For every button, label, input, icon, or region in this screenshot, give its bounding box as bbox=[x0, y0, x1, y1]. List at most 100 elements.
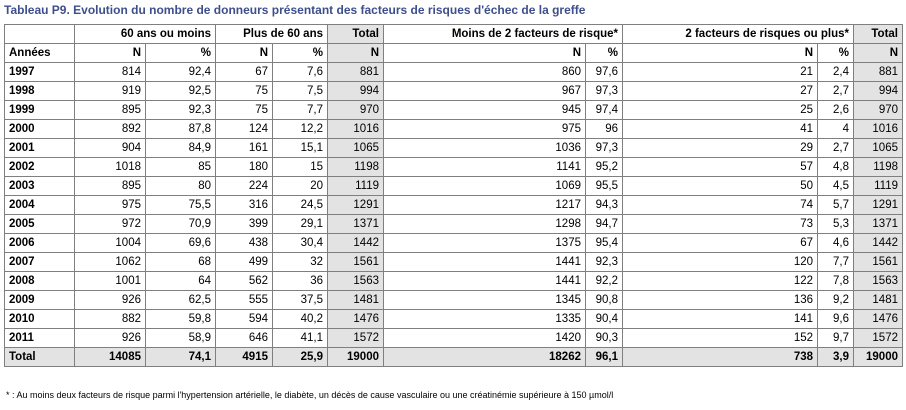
table-row: 2006 1004 69,6 438 30,4 1442 1375 95,4 67 4,6 1442 bbox=[4, 233, 903, 253]
value-cell: 37,5 bbox=[272, 290, 328, 310]
corner-cell bbox=[4, 24, 75, 44]
value-cell: 5,3 bbox=[817, 214, 854, 234]
value-cell: 97,3 bbox=[585, 81, 623, 101]
value-cell: 4915 bbox=[215, 347, 273, 367]
value-cell: 64 bbox=[145, 271, 216, 291]
sub-header: % bbox=[585, 43, 623, 63]
year-cell: 2003 bbox=[4, 176, 75, 196]
table-body: 1997 814 92,4 67 7,6 881 860 97,6 21 2,4 881 1998 91… bbox=[4, 62, 903, 367]
group-header-total-age: Total bbox=[327, 24, 384, 44]
value-cell: 20 bbox=[272, 176, 328, 196]
value-cell: 972 bbox=[74, 214, 146, 234]
value-cell: 1069 bbox=[383, 176, 586, 196]
value-cell: 29,1 bbox=[272, 214, 328, 234]
value-cell: 57 bbox=[622, 157, 818, 177]
value-cell: 92,5 bbox=[145, 81, 216, 101]
value-cell: 1442 bbox=[853, 233, 903, 253]
value-cell: 180 bbox=[215, 157, 273, 177]
sub-header: N bbox=[622, 43, 818, 63]
value-cell: 92,3 bbox=[585, 252, 623, 272]
value-cell: 1141 bbox=[383, 157, 586, 177]
value-cell: 4,5 bbox=[817, 176, 854, 196]
value-cell: 141 bbox=[622, 309, 818, 329]
value-cell: 92,4 bbox=[145, 62, 216, 82]
table-row: 2001 904 84,9 161 15,1 1065 1036 97,3 29 2,7 1065 bbox=[4, 138, 903, 158]
value-cell: 895 bbox=[74, 100, 146, 120]
value-cell: 62,5 bbox=[145, 290, 216, 310]
value-cell: 738 bbox=[622, 347, 818, 367]
value-cell: 1217 bbox=[383, 195, 586, 215]
value-cell: 67 bbox=[215, 62, 273, 82]
value-cell: 69,6 bbox=[145, 233, 216, 253]
value-cell: 1420 bbox=[383, 328, 586, 348]
value-cell: 96 bbox=[585, 119, 623, 139]
value-cell: 12,2 bbox=[272, 119, 328, 139]
value-cell: 1065 bbox=[327, 138, 384, 158]
value-cell: 9,6 bbox=[817, 309, 854, 329]
sub-header: N bbox=[215, 43, 273, 63]
value-cell: 59,8 bbox=[145, 309, 216, 329]
value-cell: 975 bbox=[383, 119, 586, 139]
table-row: 2003 895 80 224 20 1119 1069 95,5 50 4,5 1119 bbox=[4, 176, 903, 196]
table-row: 1999 895 92,3 75 7,7 970 945 97,4 25 2,6 970 bbox=[4, 100, 903, 120]
value-cell: 96,1 bbox=[585, 347, 623, 367]
value-cell: 15 bbox=[272, 157, 328, 177]
value-cell: 32 bbox=[272, 252, 328, 272]
value-cell: 892 bbox=[74, 119, 146, 139]
value-cell: 2,7 bbox=[817, 138, 854, 158]
value-cell: 25 bbox=[622, 100, 818, 120]
value-cell: 1062 bbox=[74, 252, 146, 272]
value-cell: 70,9 bbox=[145, 214, 216, 234]
value-cell: 555 bbox=[215, 290, 273, 310]
total-row: Total 14085 74,1 4915 25,9 19000 18262 96,1 738 3… bbox=[4, 347, 903, 367]
value-cell: 87,8 bbox=[145, 119, 216, 139]
value-cell: 7,6 bbox=[272, 62, 328, 82]
footnote: * : Au moins deux facteurs de risque par… bbox=[6, 390, 614, 400]
table-row: 2007 1062 68 499 32 1561 1441 92,3 120 7,7 1561 bbox=[4, 252, 903, 272]
value-cell: 1441 bbox=[383, 271, 586, 291]
value-cell: 1375 bbox=[383, 233, 586, 253]
value-cell: 1481 bbox=[327, 290, 384, 310]
value-cell: 1563 bbox=[853, 271, 903, 291]
value-cell: 41,1 bbox=[272, 328, 328, 348]
value-cell: 75,5 bbox=[145, 195, 216, 215]
value-cell: 94,7 bbox=[585, 214, 623, 234]
value-cell: 9,2 bbox=[817, 290, 854, 310]
value-cell: 1371 bbox=[327, 214, 384, 234]
value-cell: 74,1 bbox=[145, 347, 216, 367]
total-label: Total bbox=[4, 347, 75, 367]
table-row: 2010 882 59,8 594 40,2 1476 1335 90,4 141 9,6 1476 bbox=[4, 309, 903, 329]
value-cell: 36 bbox=[272, 271, 328, 291]
value-cell: 814 bbox=[74, 62, 146, 82]
year-cell: 1999 bbox=[4, 100, 75, 120]
value-cell: 58,9 bbox=[145, 328, 216, 348]
year-cell: 1997 bbox=[4, 62, 75, 82]
value-cell: 95,2 bbox=[585, 157, 623, 177]
year-cell: 2005 bbox=[4, 214, 75, 234]
value-cell: 438 bbox=[215, 233, 273, 253]
table-title: Tableau P9. Evolution du nombre de donne… bbox=[4, 3, 586, 17]
value-cell: 895 bbox=[74, 176, 146, 196]
value-cell: 7,7 bbox=[272, 100, 328, 120]
value-cell: 94,3 bbox=[585, 195, 623, 215]
data-table: 60 ans ou moins Plus de 60 ans Total Moi… bbox=[4, 24, 903, 367]
value-cell: 1298 bbox=[383, 214, 586, 234]
value-cell: 1016 bbox=[853, 119, 903, 139]
value-cell: 1371 bbox=[853, 214, 903, 234]
value-cell: 90,4 bbox=[585, 309, 623, 329]
value-cell: 967 bbox=[383, 81, 586, 101]
value-cell: 3,9 bbox=[817, 347, 854, 367]
value-cell: 970 bbox=[327, 100, 384, 120]
value-cell: 970 bbox=[853, 100, 903, 120]
header-group-row: 60 ans ou moins Plus de 60 ans Total Moi… bbox=[4, 24, 903, 44]
year-cell: 2010 bbox=[4, 309, 75, 329]
value-cell: 1291 bbox=[853, 195, 903, 215]
value-cell: 95,4 bbox=[585, 233, 623, 253]
value-cell: 7,7 bbox=[817, 252, 854, 272]
table-row: 2008 1001 64 562 36 1563 1441 92,2 122 7,8 1563 bbox=[4, 271, 903, 291]
value-cell: 21 bbox=[622, 62, 818, 82]
value-cell: 926 bbox=[74, 290, 146, 310]
value-cell: 152 bbox=[622, 328, 818, 348]
year-cell: 2001 bbox=[4, 138, 75, 158]
value-cell: 1572 bbox=[327, 328, 384, 348]
